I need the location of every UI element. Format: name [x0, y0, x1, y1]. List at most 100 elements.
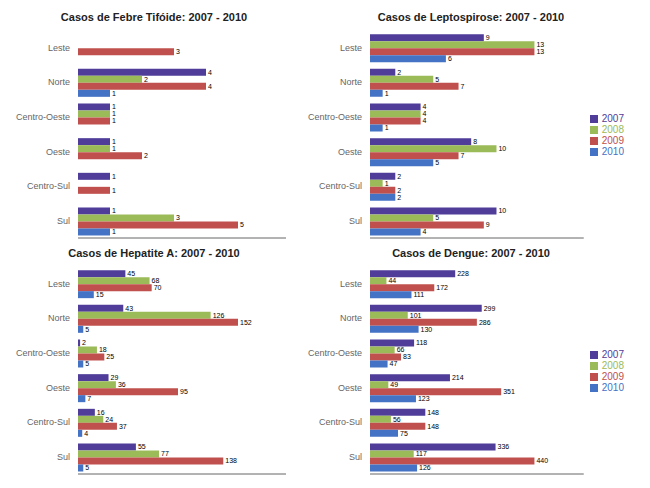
svg-text:Centro-Sul: Centro-Sul	[27, 417, 70, 427]
svg-text:5: 5	[435, 76, 439, 83]
svg-text:Oeste: Oeste	[338, 147, 362, 157]
svg-text:214: 214	[452, 374, 464, 381]
svg-text:47: 47	[390, 360, 398, 367]
svg-text:111: 111	[413, 291, 424, 298]
svg-text:Centro-Oeste: Centro-Oeste	[308, 112, 362, 122]
svg-text:152: 152	[240, 319, 252, 326]
svg-text:5: 5	[85, 326, 89, 333]
svg-text:Oeste: Oeste	[46, 147, 70, 157]
svg-text:Leste: Leste	[48, 43, 70, 53]
svg-text:1: 1	[385, 90, 389, 97]
svg-text:15: 15	[96, 291, 104, 298]
svg-text:10: 10	[498, 145, 506, 152]
svg-text:126: 126	[419, 464, 431, 471]
svg-text:66: 66	[397, 346, 405, 353]
svg-text:56: 56	[393, 416, 401, 423]
svg-text:95: 95	[180, 388, 188, 395]
svg-text:36: 36	[118, 381, 126, 388]
svg-text:Sul: Sul	[57, 216, 70, 226]
svg-text:4: 4	[208, 69, 212, 76]
svg-text:Leste: Leste	[340, 43, 362, 53]
svg-text:16: 16	[97, 409, 105, 416]
svg-text:126: 126	[213, 312, 225, 319]
svg-text:1: 1	[385, 180, 389, 187]
svg-text:13: 13	[536, 41, 544, 48]
svg-text:6: 6	[448, 55, 452, 62]
svg-text:Centro-Oeste: Centro-Oeste	[308, 348, 362, 358]
svg-text:70: 70	[154, 284, 162, 291]
svg-text:4: 4	[423, 110, 427, 117]
svg-text:2: 2	[397, 194, 401, 201]
svg-text:Sul: Sul	[57, 452, 70, 462]
svg-text:2: 2	[397, 173, 401, 180]
svg-text:18: 18	[99, 346, 107, 353]
svg-text:117: 117	[416, 450, 427, 457]
svg-text:Oeste: Oeste	[46, 383, 70, 393]
svg-text:5: 5	[85, 464, 89, 471]
svg-text:4: 4	[423, 117, 427, 124]
svg-text:83: 83	[403, 353, 411, 360]
svg-text:55: 55	[138, 443, 146, 450]
svg-text:1: 1	[385, 124, 389, 131]
svg-text:130: 130	[421, 326, 433, 333]
svg-text:1: 1	[112, 145, 116, 152]
svg-text:118: 118	[416, 339, 427, 346]
svg-text:2: 2	[397, 69, 401, 76]
svg-text:1: 1	[112, 90, 116, 97]
svg-text:3: 3	[176, 214, 180, 221]
svg-text:228: 228	[457, 270, 469, 277]
svg-text:Centro-Sul: Centro-Sul	[27, 181, 70, 191]
svg-text:77: 77	[161, 450, 169, 457]
svg-text:1: 1	[112, 187, 116, 194]
svg-text:44: 44	[388, 277, 396, 284]
svg-text:1: 1	[112, 110, 116, 117]
svg-text:13: 13	[536, 48, 544, 55]
svg-text:4: 4	[423, 228, 427, 235]
svg-text:5: 5	[240, 221, 244, 228]
svg-text:5: 5	[435, 159, 439, 166]
svg-text:Centro-Sul: Centro-Sul	[319, 181, 362, 191]
svg-text:Oeste: Oeste	[338, 383, 362, 393]
svg-text:1: 1	[112, 138, 116, 145]
svg-text:1: 1	[112, 103, 116, 110]
svg-text:10: 10	[498, 207, 506, 214]
svg-text:172: 172	[436, 284, 448, 291]
svg-text:440: 440	[536, 457, 548, 464]
svg-text:Centro-Oeste: Centro-Oeste	[16, 112, 70, 122]
svg-text:24: 24	[105, 416, 113, 423]
svg-text:1: 1	[112, 228, 116, 235]
svg-text:336: 336	[498, 443, 510, 450]
svg-text:25: 25	[106, 353, 114, 360]
svg-text:75: 75	[400, 430, 408, 437]
svg-text:Sul: Sul	[349, 452, 362, 462]
svg-text:7: 7	[461, 152, 465, 159]
svg-text:351: 351	[503, 388, 515, 395]
svg-text:3: 3	[176, 48, 180, 55]
svg-text:1: 1	[112, 173, 116, 180]
svg-text:Centro-Sul: Centro-Sul	[319, 417, 362, 427]
svg-text:5: 5	[435, 214, 439, 221]
svg-text:Norte: Norte	[340, 313, 362, 323]
svg-text:37: 37	[119, 423, 127, 430]
svg-text:4: 4	[208, 83, 212, 90]
svg-text:Norte: Norte	[340, 77, 362, 87]
svg-text:Leste: Leste	[48, 279, 70, 289]
svg-text:4: 4	[84, 430, 88, 437]
svg-text:8: 8	[473, 138, 477, 145]
svg-text:29: 29	[111, 374, 119, 381]
svg-text:1: 1	[112, 207, 116, 214]
svg-text:7: 7	[87, 395, 91, 402]
svg-text:4: 4	[423, 103, 427, 110]
svg-text:1: 1	[112, 117, 116, 124]
svg-text:Norte: Norte	[48, 77, 70, 87]
svg-text:9: 9	[486, 221, 490, 228]
svg-text:45: 45	[127, 270, 135, 277]
svg-text:5: 5	[85, 360, 89, 367]
svg-text:148: 148	[427, 423, 439, 430]
svg-text:2: 2	[82, 339, 86, 346]
svg-text:148: 148	[427, 409, 439, 416]
svg-text:286: 286	[479, 319, 491, 326]
svg-text:Norte: Norte	[48, 313, 70, 323]
svg-text:Sul: Sul	[349, 216, 362, 226]
svg-text:2: 2	[144, 76, 148, 83]
